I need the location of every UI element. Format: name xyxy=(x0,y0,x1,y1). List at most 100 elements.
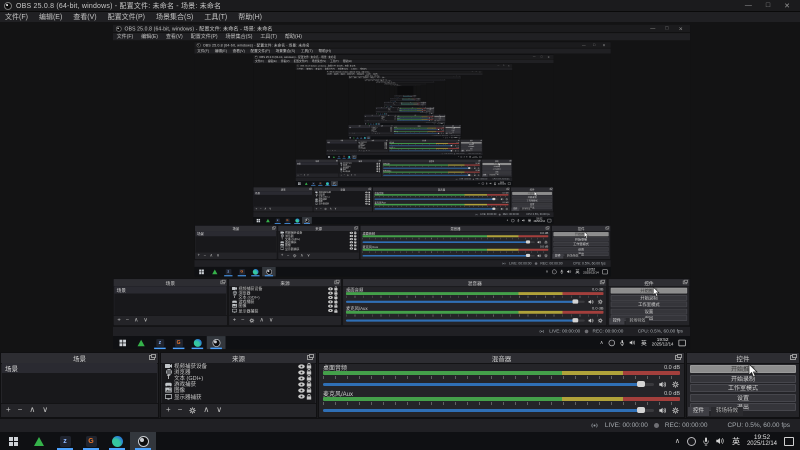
windows-logo-icon xyxy=(8,436,18,446)
lock-icon[interactable] xyxy=(305,369,313,375)
sources-toolbar: + − ∧ ∨ xyxy=(161,403,316,416)
taskbar-app-green-triangle[interactable] xyxy=(26,432,52,450)
eye-icon[interactable] xyxy=(297,382,305,387)
remove-source-button[interactable]: − xyxy=(177,405,183,414)
mixer-channel-desktop-audio: 桌面音频 0.0 dB xyxy=(323,364,680,388)
eye-icon[interactable] xyxy=(297,376,305,381)
mixer-dock: 混音器 桌面音频 0.0 dB xyxy=(318,352,685,418)
source-label: 显示器捕获 xyxy=(174,394,202,401)
lock-icon[interactable] xyxy=(305,381,313,387)
channel-settings-gear-icon[interactable] xyxy=(671,406,680,414)
monitor-icon xyxy=(165,393,172,400)
source-properties-gear-icon[interactable] xyxy=(189,406,197,414)
gamepad-icon xyxy=(165,381,172,387)
volume-slider-handle[interactable] xyxy=(636,381,645,387)
minimize-button[interactable]: — xyxy=(744,2,752,9)
g-app-icon: G xyxy=(85,435,97,447)
source-row[interactable]: 图像 xyxy=(162,387,315,395)
source-up-button[interactable]: ∧ xyxy=(203,405,210,414)
source-label: 视频捕获设备 xyxy=(174,364,208,371)
add-source-button[interactable]: + xyxy=(166,405,171,414)
speaker-icon[interactable] xyxy=(658,381,667,388)
eye-icon[interactable] xyxy=(297,388,305,393)
source-list: 视频捕获设备 浏览器 T 文本 (GDI+) xyxy=(162,363,315,403)
mixer-dock-header[interactable]: 混音器 xyxy=(319,353,684,364)
menu-file[interactable]: 文件(F) xyxy=(5,14,28,21)
controls-dock-header[interactable]: 控件 xyxy=(687,353,799,364)
tray-chevron-up-icon[interactable]: ∧ xyxy=(674,438,680,445)
ime-language-indicator[interactable]: 英 xyxy=(731,436,740,446)
settings-button[interactable]: 设置 xyxy=(690,393,796,402)
source-row[interactable]: 浏览器 xyxy=(162,369,315,377)
dock-area: 场景 场景 + − ∧ ∨ 来源 xyxy=(0,352,800,418)
controls-dock: 控件 开始推流 开始录制 工作室模式 设置 退出 控件 转场特效 xyxy=(686,352,800,418)
dock-popout-icon[interactable] xyxy=(675,354,682,360)
taskbar-app-g[interactable]: G xyxy=(78,432,104,450)
channel-settings-gear-icon[interactable] xyxy=(671,380,680,388)
lock-icon[interactable] xyxy=(305,363,313,369)
volume-slider-handle[interactable] xyxy=(636,407,645,413)
cpu-fps-stats: CPU: 0.5%, 60.00 fps xyxy=(727,422,790,429)
live-timecode: LIVE: 00:00:00 xyxy=(604,422,648,429)
microphone-icon[interactable] xyxy=(703,437,709,446)
title-bar[interactable]: OBS 25.0.8 (64-bit, windows) - 配置文件: 未命名… xyxy=(0,0,800,12)
mouse-cursor xyxy=(748,364,758,378)
windows-taskbar: z G ∧ 英 19:52 2025/12/14 xyxy=(0,432,800,450)
tab-scene-transitions[interactable]: 转场特效 xyxy=(711,407,744,416)
scene-up-button[interactable]: ∧ xyxy=(29,405,36,414)
tray-obs-icon[interactable] xyxy=(686,436,696,446)
source-label: 浏览器 xyxy=(174,370,191,377)
speaker-tray-icon[interactable] xyxy=(716,437,725,445)
dock-popout-icon[interactable] xyxy=(790,354,797,360)
start-button[interactable] xyxy=(0,432,26,450)
source-down-button[interactable]: ∨ xyxy=(216,405,223,414)
program-canvas[interactable] xyxy=(113,24,690,349)
channel-db-value: 0.0 dB xyxy=(664,364,680,371)
menu-view[interactable]: 查看(V) xyxy=(73,14,97,21)
dock-popout-icon[interactable] xyxy=(307,354,314,360)
scene-down-button[interactable]: ∨ xyxy=(42,405,49,414)
scene-list: 场景 xyxy=(2,363,157,403)
start-recording-button[interactable]: 开始录制 xyxy=(690,374,796,383)
close-button[interactable]: ✕ xyxy=(784,2,790,10)
eye-icon[interactable] xyxy=(297,394,305,399)
add-scene-button[interactable]: + xyxy=(6,405,11,414)
tab-controls[interactable]: 控件 xyxy=(688,407,710,416)
menu-help[interactable]: 帮助(H) xyxy=(238,14,262,21)
taskbar-app-edge[interactable] xyxy=(104,432,130,450)
speaker-icon[interactable] xyxy=(658,407,667,414)
lock-icon[interactable] xyxy=(305,375,313,381)
taskbar-app-z[interactable]: z xyxy=(52,432,78,450)
source-row[interactable]: T 文本 (GDI+) xyxy=(162,375,315,382)
volume-slider[interactable] xyxy=(323,407,654,413)
source-row[interactable]: 显示器捕获 xyxy=(162,393,315,401)
menu-scene-collection[interactable]: 场景集合(S) xyxy=(155,14,194,21)
lock-icon[interactable] xyxy=(305,387,313,394)
maximize-button[interactable]: □ xyxy=(765,2,771,9)
menu-edit[interactable]: 编辑(E) xyxy=(38,14,63,21)
remove-scene-button[interactable]: − xyxy=(17,405,23,414)
menu-tools[interactable]: 工具(T) xyxy=(204,14,228,21)
lock-icon[interactable] xyxy=(305,393,313,400)
eye-icon[interactable] xyxy=(297,370,305,375)
volume-slider[interactable] xyxy=(323,381,654,387)
eye-icon[interactable] xyxy=(297,363,305,369)
studio-mode-button[interactable]: 工作室模式 xyxy=(690,384,796,392)
taskbar-app-obs[interactable] xyxy=(130,432,156,450)
taskbar-clock[interactable]: 19:52 2025/12/14 xyxy=(747,434,777,448)
start-streaming-button[interactable]: 开始推流 xyxy=(690,365,796,373)
green-triangle-icon xyxy=(34,436,44,446)
dock-popout-icon[interactable] xyxy=(149,354,156,360)
source-row[interactable]: 游戏捕获 xyxy=(162,381,315,388)
scene-list-item[interactable]: 场景 xyxy=(2,363,157,373)
source-label: 图像 xyxy=(174,388,186,395)
image-icon xyxy=(165,387,172,393)
source-row[interactable]: 视频捕获设备 xyxy=(162,363,315,371)
preview-area[interactable] xyxy=(0,22,800,352)
broadcast-icon xyxy=(590,422,599,429)
action-center-icon[interactable] xyxy=(784,436,794,446)
menu-profile[interactable]: 配置文件(P) xyxy=(107,14,145,21)
clock-time: 19:52 xyxy=(753,434,771,441)
mixer-dock-title: 混音器 xyxy=(491,356,512,363)
